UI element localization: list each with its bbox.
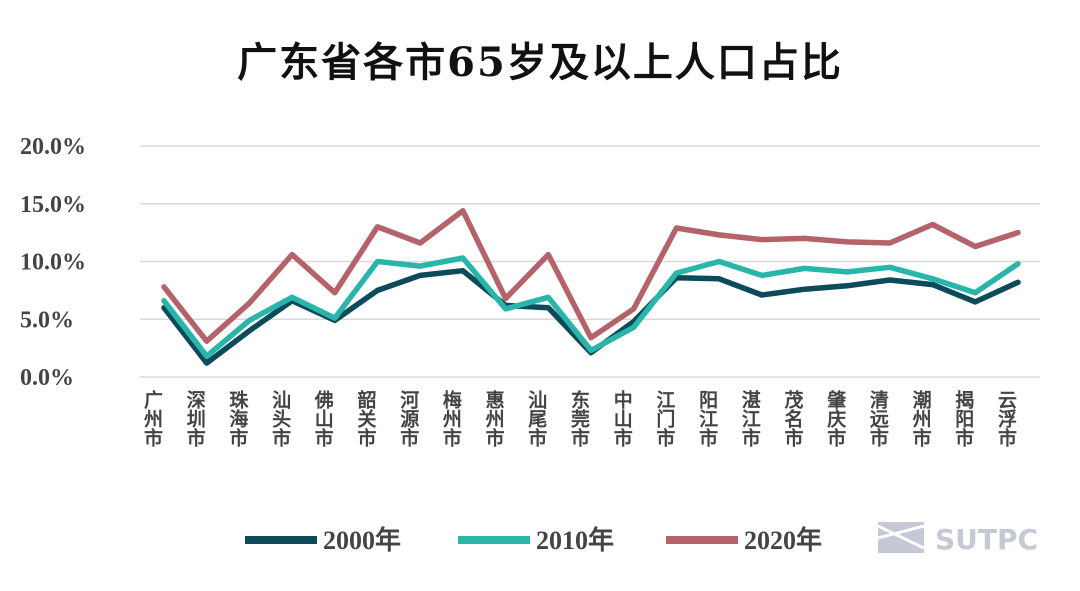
y-axis: 0.0% 5.0% 10.0% 15.0% 20.0% — [20, 134, 86, 391]
series-lines — [161, 207, 1021, 366]
series-line-2 — [161, 207, 1021, 344]
x-tick-label: 珠海市 — [226, 389, 248, 448]
x-tick-label: 梅州市 — [440, 389, 462, 448]
grid-lines — [140, 145, 1040, 378]
legend-label: 2020年 — [744, 525, 822, 555]
y-tick-label: 5.0% — [20, 307, 74, 333]
y-tick-label: 15.0% — [20, 192, 86, 218]
legend: 2000年 2010年 2020年 — [245, 525, 822, 555]
x-tick-label: 韶关市 — [355, 389, 377, 448]
chart-title: 广东省各市65岁及以上人口占比 — [237, 39, 843, 86]
x-tick-label: 东莞市 — [568, 389, 590, 448]
x-tick-label: 中山市 — [611, 389, 633, 448]
x-tick-label: 阳江市 — [696, 390, 718, 448]
x-tick-label: 惠州市 — [483, 390, 505, 448]
x-tick-label: 广州市 — [141, 389, 163, 448]
x-tick-label: 深圳市 — [184, 389, 206, 448]
x-tick-label: 汕头市 — [269, 390, 291, 448]
x-tick-label: 湛江市 — [739, 389, 761, 448]
watermark: SUTPC — [877, 522, 1038, 556]
y-tick-label: 0.0% — [20, 365, 74, 391]
legend-label: 2010年 — [536, 525, 614, 555]
x-tick-label: 清远市 — [867, 389, 889, 448]
x-tick-label: 茂名市 — [782, 389, 804, 448]
y-tick-label: 10.0% — [20, 250, 86, 276]
x-tick-label: 揭阳市 — [952, 389, 974, 448]
x-tick-label: 汕尾市 — [525, 390, 547, 448]
x-tick-label: 潮州市 — [910, 390, 932, 448]
x-tick-label: 河源市 — [397, 390, 419, 448]
series-line-1 — [161, 255, 1021, 359]
x-tick-label: 江门市 — [653, 390, 675, 448]
x-tick-label: 云浮市 — [995, 390, 1017, 448]
x-axis: 广州市 深圳市 珠海市 汕头市 佛山市 韶关市 河源市 梅州市 惠州市 汕尾市 东莞市 中山市 江门市阳… — [141, 389, 1017, 448]
x-tick-label: 佛山市 — [312, 389, 335, 448]
watermark-text: SUTPC — [935, 523, 1038, 556]
legend-label: 2000年 — [323, 525, 401, 555]
x-tick-label: 肇庆市 — [824, 389, 846, 448]
sutpc-logo-icon — [877, 522, 925, 553]
y-tick-label: 20.0% — [20, 134, 86, 160]
